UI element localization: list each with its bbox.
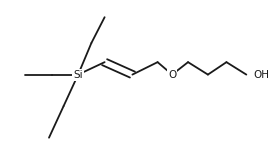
Text: O: O	[168, 70, 176, 80]
Text: Si: Si	[73, 70, 83, 80]
Text: OH: OH	[254, 70, 270, 80]
